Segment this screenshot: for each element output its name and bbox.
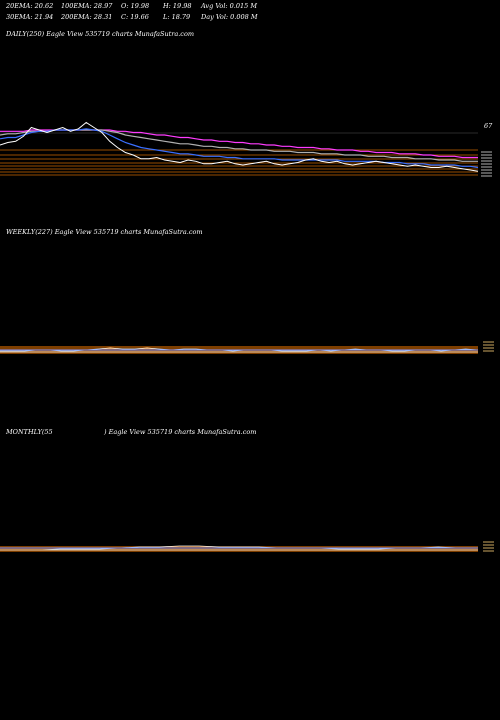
stat-open: O: 19.98 xyxy=(121,2,150,10)
stat-low: L: 18.79 xyxy=(163,13,191,21)
stat-close: C: 19.66 xyxy=(121,13,149,21)
stat-ema20: 20EMA: 20.62 xyxy=(6,2,54,10)
stat-day-vol: Day Vol: 0.008 M xyxy=(201,13,258,21)
monthly-panel-label-left: MONTHLY(55 xyxy=(6,428,53,436)
weekly-panel-label: WEEKLY(227) Eagle View 535719 charts Mun… xyxy=(6,228,203,236)
monthly-panel-label-right: ) Eagle View 535719 charts MunafaSutra.c… xyxy=(104,428,257,436)
daily-ema-line-2 xyxy=(0,129,478,162)
daily-price-line xyxy=(0,121,479,172)
daily-ema-line-3 xyxy=(0,129,478,159)
stat-ema100: 100EMA: 28.97 xyxy=(61,2,113,10)
stat-avg-vol: Avg Vol: 0.015 M xyxy=(201,2,258,10)
daily-ema-line-1 xyxy=(0,128,479,169)
stat-high: H: 19.98 xyxy=(163,2,192,10)
daily-panel-label: DAILY(250) Eagle View 535719 charts Muna… xyxy=(6,30,195,38)
daily-price-label: 67 xyxy=(484,122,493,130)
stat-ema200: 200EMA: 28.31 xyxy=(61,13,113,21)
stat-ema30: 30EMA: 21.94 xyxy=(6,13,54,21)
